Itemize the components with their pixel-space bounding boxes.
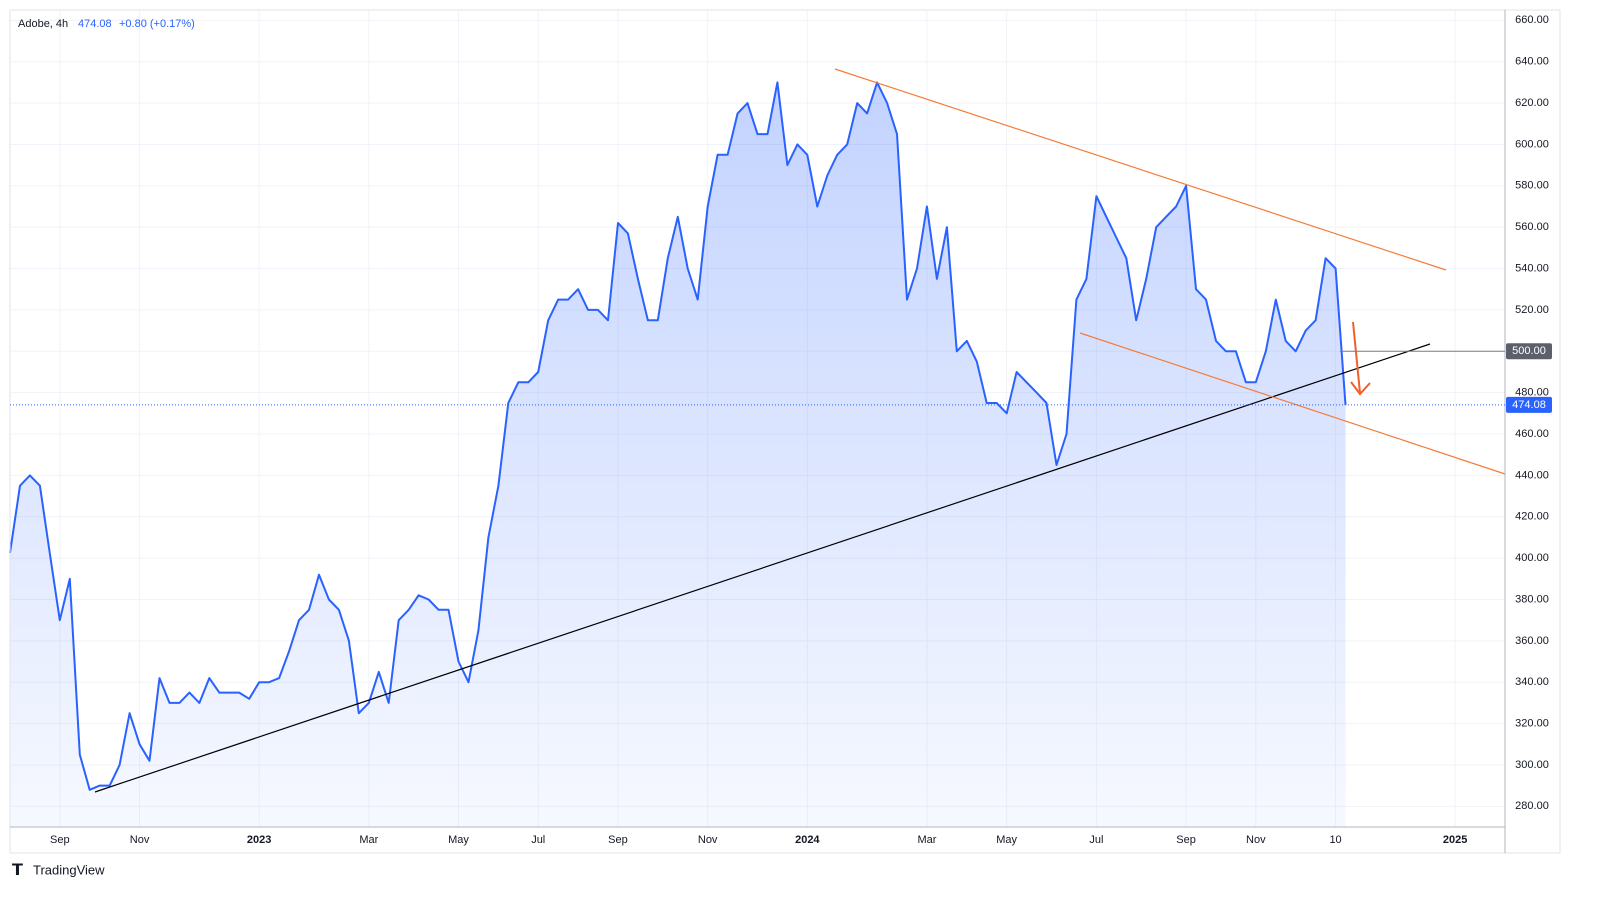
x-tick-label: 2025	[1443, 834, 1467, 846]
y-tick-label: 520.00	[1515, 304, 1549, 316]
y-tick-label: 420.00	[1515, 511, 1549, 523]
symbol: Adobe, 4h	[18, 18, 68, 30]
x-tick-label: Jul	[1089, 834, 1103, 846]
x-tick-label: Nov	[1246, 834, 1266, 846]
price-line	[9, 81, 1347, 791]
x-tick-label: Nov	[130, 834, 150, 846]
y-tick-label: 660.00	[1515, 14, 1549, 26]
x-tick-label: May	[996, 834, 1017, 846]
y-tick-label: 580.00	[1515, 180, 1549, 192]
x-tick-label: Nov	[698, 834, 718, 846]
plot	[9, 81, 1347, 827]
svg-text:𝗧: 𝗧	[12, 862, 23, 879]
x-tick-label: May	[448, 834, 469, 846]
drawings	[94, 68, 1506, 793]
y-tick-label: 400.00	[1515, 552, 1549, 564]
last: 474.08	[78, 18, 112, 30]
level-label: 500.00	[1512, 345, 1546, 357]
x-tick-label: Sep	[1176, 834, 1196, 846]
y-tick-label: 300.00	[1515, 759, 1549, 771]
last-price-badge	[1506, 396, 1552, 413]
axes	[9, 9, 1561, 854]
channel-top	[834, 68, 1447, 271]
x-tick-label: Jul	[531, 834, 545, 846]
x-tick-label: Sep	[608, 834, 628, 846]
channel-bottom	[1079, 332, 1506, 475]
x-tick-label: Mar	[917, 834, 936, 846]
x-tick-label: 2024	[795, 834, 820, 846]
x-tick-label: Mar	[359, 834, 378, 846]
y-tick-label: 440.00	[1515, 469, 1549, 481]
y-tick-label: 640.00	[1515, 56, 1549, 68]
level-badge	[1506, 343, 1552, 360]
frame	[9, 9, 1561, 854]
y-tick-label: 600.00	[1515, 138, 1549, 150]
y-tick-label: 620.00	[1515, 97, 1549, 109]
y-tick-label: 340.00	[1515, 676, 1549, 688]
change: +0.80 (+0.17%)	[119, 18, 195, 30]
y-tick-label: 280.00	[1515, 800, 1549, 812]
brand: TradingView	[33, 862, 105, 877]
y-tick-label: 460.00	[1515, 428, 1549, 440]
y-tick-label: 320.00	[1515, 717, 1549, 729]
arrow	[1350, 321, 1371, 396]
y-tick-label: 560.00	[1515, 221, 1549, 233]
y-tick-label: 380.00	[1515, 593, 1549, 605]
y-tick-label: 540.00	[1515, 262, 1549, 274]
x-tick-label: 10	[1329, 834, 1341, 846]
y-tick-label: 480.00	[1515, 387, 1549, 399]
area-fill	[10, 82, 1346, 827]
x-tick-label: Sep	[50, 834, 70, 846]
trend-line	[94, 343, 1431, 793]
last-price-label: 474.08	[1512, 399, 1546, 411]
x-tick-label: 2023	[247, 834, 271, 846]
y-tick-label: 360.00	[1515, 635, 1549, 647]
